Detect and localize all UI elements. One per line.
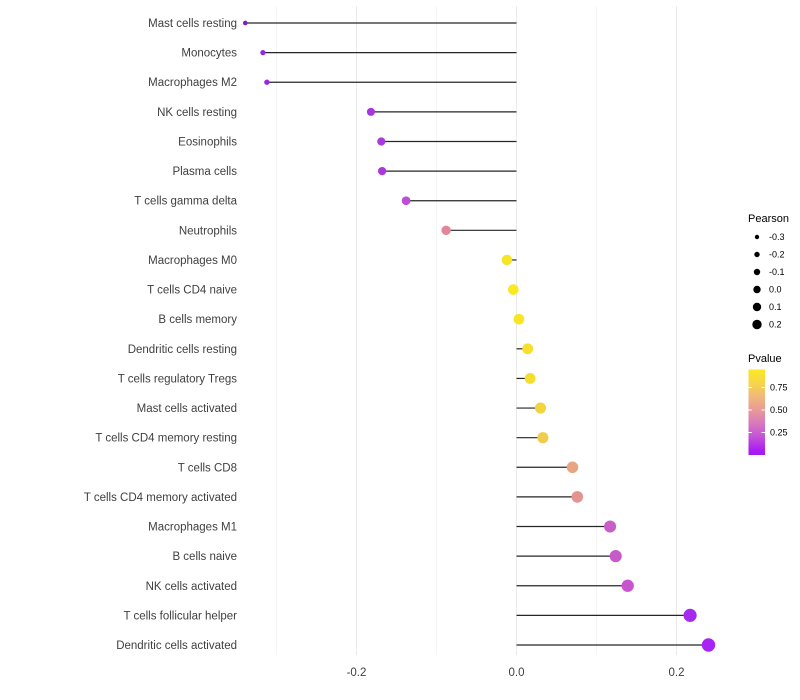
lollipop-dot [701, 638, 716, 652]
stem-layer [245, 22, 709, 646]
x-tick-label: -0.2 [347, 667, 367, 679]
size-legend-label: 0.0 [769, 285, 782, 295]
y-axis-label: Mast cells activated [137, 403, 237, 415]
lollipop-dot [524, 372, 536, 384]
lollipop-dot [401, 196, 411, 206]
size-legend-label: -0.1 [769, 267, 785, 277]
lollipop-dot [366, 107, 375, 116]
lollipop-dot [377, 137, 386, 146]
y-axis-label: T cells regulatory Tregs [118, 373, 238, 385]
y-axis-label: T cells CD4 memory resting [95, 433, 237, 445]
x-tick-label: 0.2 [669, 667, 685, 679]
y-axis-label: NK cells activated [146, 581, 237, 593]
y-axis-label: Plasma cells [172, 166, 237, 178]
lollipop-dot [566, 461, 579, 474]
lollipop-dot [604, 520, 617, 533]
lollipop-dot [242, 20, 248, 26]
x-tick-label: 0.0 [509, 667, 525, 679]
lollipop-dot [522, 343, 534, 355]
y-axis-label: Monocytes [181, 48, 237, 60]
size-legend-label: -0.2 [769, 250, 785, 260]
size-legend-label: 0.1 [769, 302, 782, 312]
lollipop-dot [537, 432, 549, 444]
y-axis-label: T cells follicular helper [123, 610, 237, 622]
y-axis-label: T cells CD4 memory activated [84, 492, 237, 504]
size-legend-dot [754, 251, 760, 258]
size-legend-title: Pearson [748, 213, 789, 225]
y-axis-label: B cells naive [172, 551, 237, 563]
lollipop-dot [571, 491, 584, 503]
y-axis-label: B cells memory [158, 314, 237, 326]
lollipop-dot [621, 579, 634, 592]
y-axis-label: Neutrophils [179, 225, 237, 237]
y-axis-label: NK cells resting [157, 107, 237, 119]
size-legend-label: 0.2 [769, 320, 782, 330]
y-axis-label: T cells CD8 [178, 462, 237, 474]
legend-layer: Pearson Pvalue -0.3 -0.2 -0.1 0.0 0.1 0.2 0.75… [748, 213, 789, 455]
y-axis-label: Macrophages M1 [148, 522, 237, 534]
lollipop-dot [501, 254, 513, 266]
color-legend-tick-label: 0.75 [770, 383, 788, 393]
axis-layer: -0.2 0.0 0.2 Mast cells resting Monocytes Mac… [84, 18, 685, 679]
size-legend-dot [752, 319, 762, 330]
y-axis-label: T cells CD4 naive [147, 285, 237, 297]
lollipop-dot [609, 550, 622, 563]
grid-layer [276, 6, 677, 655]
size-legend-dot [754, 234, 760, 240]
y-axis-label: Dendritic cells activated [116, 640, 237, 652]
lollipop-dot [507, 284, 519, 295]
lollipop-dot [534, 402, 547, 414]
dot-layer [242, 20, 716, 652]
y-axis-label: T cells gamma delta [134, 196, 237, 208]
size-legend-dot [753, 268, 761, 276]
y-axis-label: Dendritic cells resting [128, 344, 237, 356]
pvalue-colorbar [748, 369, 765, 455]
y-axis-label: Macrophages M2 [148, 77, 237, 89]
size-legend-label: -0.3 [769, 232, 785, 242]
color-legend-title: Pvalue [748, 353, 782, 365]
lollipop-dot [260, 49, 266, 56]
y-axis-label: Eosinophils [178, 136, 237, 148]
lollipop-dot [441, 225, 451, 236]
lollipop-dot [377, 166, 387, 176]
lollipop-dot [513, 313, 525, 325]
y-axis-label: Macrophages M0 [148, 255, 237, 267]
lollipop-dot [683, 608, 697, 622]
color-legend-tick-label: 0.25 [770, 428, 788, 438]
y-axis-label: Mast cells resting [148, 18, 237, 30]
size-legend-dot [752, 302, 762, 312]
lollipop-dot [264, 79, 270, 85]
color-legend-tick-label: 0.50 [770, 405, 788, 415]
size-legend-dot [753, 285, 761, 294]
